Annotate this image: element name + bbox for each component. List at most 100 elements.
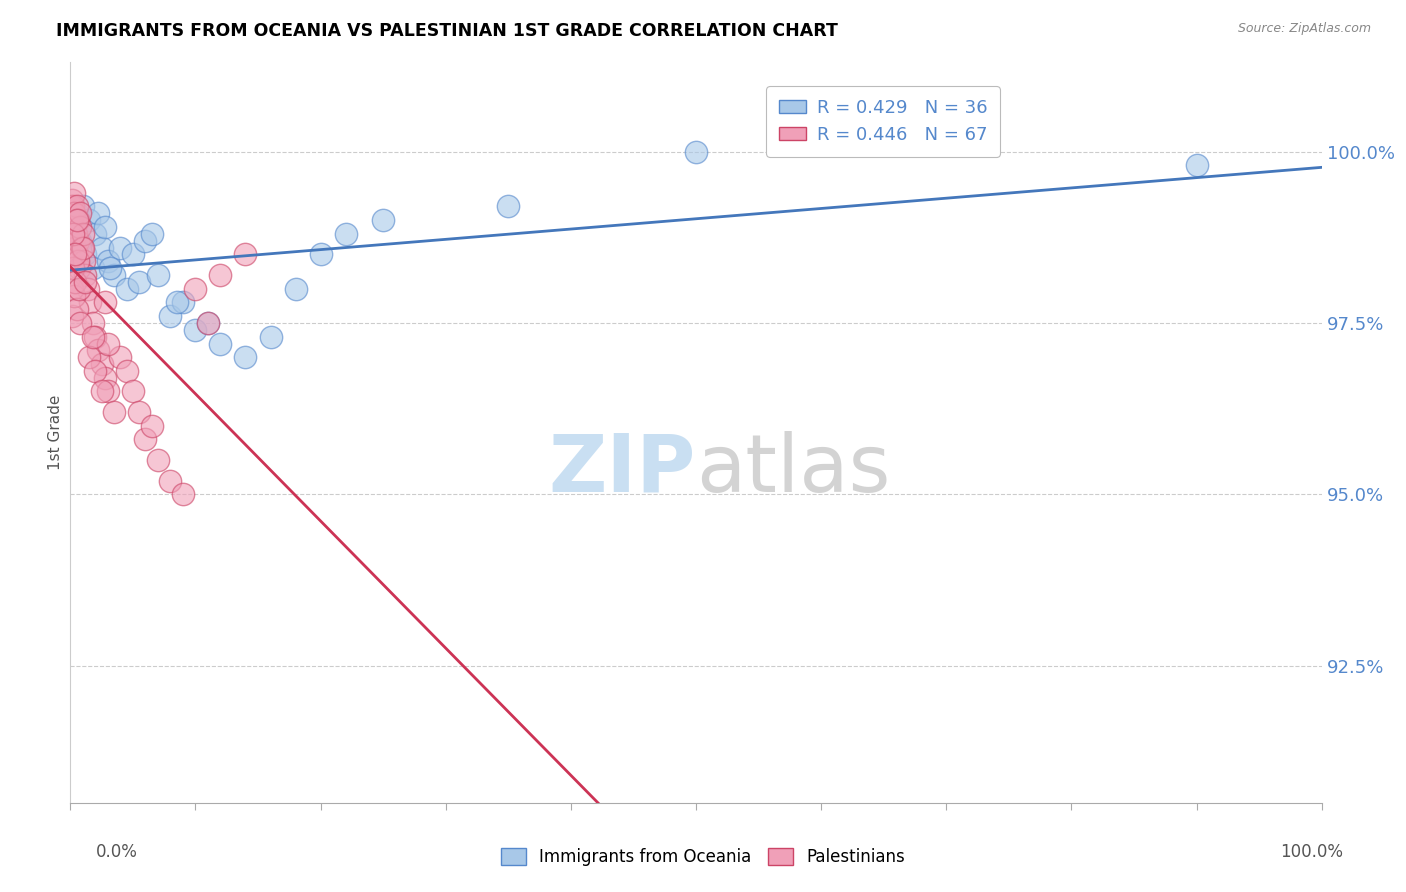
- Point: [65, 206, 87, 220]
- Point: [166, 295, 188, 310]
- Point: [70, 241, 93, 255]
- Point: [60, 234, 83, 248]
- Text: Source: ZipAtlas.com: Source: ZipAtlas.com: [1237, 22, 1371, 36]
- Point: [209, 336, 232, 351]
- Point: [65, 199, 87, 213]
- Point: [63, 206, 86, 220]
- Point: [67, 234, 90, 248]
- Point: [685, 145, 707, 159]
- Text: 0.0%: 0.0%: [96, 843, 138, 861]
- Point: [94, 295, 117, 310]
- Point: [69, 219, 91, 234]
- Point: [63, 288, 86, 302]
- Text: atlas: atlas: [696, 431, 890, 508]
- Point: [72, 241, 94, 255]
- Point: [97, 254, 120, 268]
- Point: [259, 329, 281, 343]
- Point: [172, 487, 194, 501]
- Point: [67, 261, 90, 276]
- Point: [77, 213, 100, 227]
- Point: [73, 254, 96, 268]
- Point: [94, 371, 117, 385]
- Point: [65, 302, 87, 317]
- Point: [65, 213, 87, 227]
- Point: [62, 261, 84, 276]
- Point: [66, 247, 89, 261]
- Point: [76, 282, 98, 296]
- Point: [98, 261, 121, 276]
- Y-axis label: 1st Grade: 1st Grade: [48, 395, 63, 470]
- Point: [67, 282, 90, 296]
- Point: [309, 247, 332, 261]
- Point: [110, 350, 132, 364]
- Point: [146, 453, 169, 467]
- Point: [235, 247, 257, 261]
- Point: [110, 241, 132, 255]
- Point: [60, 309, 83, 323]
- Point: [90, 357, 112, 371]
- Point: [97, 384, 120, 399]
- Point: [197, 316, 219, 330]
- Point: [87, 206, 110, 220]
- Point: [115, 364, 138, 378]
- Point: [371, 213, 394, 227]
- Point: [141, 418, 163, 433]
- Legend: R = 0.429   N = 36, R = 0.446   N = 67: R = 0.429 N = 36, R = 0.446 N = 67: [766, 87, 1000, 157]
- Legend: Immigrants from Oceania, Palestinians: Immigrants from Oceania, Palestinians: [492, 840, 914, 875]
- Point: [97, 336, 120, 351]
- Point: [84, 227, 107, 241]
- Point: [115, 282, 138, 296]
- Point: [62, 206, 84, 220]
- Point: [59, 199, 82, 213]
- Point: [62, 247, 84, 261]
- Point: [60, 282, 83, 296]
- Point: [79, 295, 101, 310]
- Point: [128, 405, 150, 419]
- Point: [103, 268, 125, 282]
- Point: [65, 275, 87, 289]
- Text: 100.0%: 100.0%: [1279, 843, 1343, 861]
- Point: [209, 268, 232, 282]
- Point: [77, 350, 100, 364]
- Point: [69, 234, 91, 248]
- Point: [1185, 158, 1208, 172]
- Point: [62, 199, 84, 213]
- Point: [62, 227, 84, 241]
- Point: [84, 329, 107, 343]
- Point: [90, 241, 112, 255]
- Point: [72, 199, 94, 213]
- Point: [134, 433, 156, 447]
- Point: [75, 275, 97, 289]
- Point: [60, 213, 83, 227]
- Point: [84, 364, 107, 378]
- Point: [82, 261, 104, 276]
- Point: [121, 247, 145, 261]
- Point: [90, 384, 112, 399]
- Point: [63, 213, 86, 227]
- Point: [172, 295, 194, 310]
- Point: [62, 186, 84, 200]
- Point: [335, 227, 357, 241]
- Point: [121, 384, 145, 399]
- Point: [75, 268, 97, 282]
- Point: [498, 199, 520, 213]
- Point: [69, 316, 91, 330]
- Point: [72, 227, 94, 241]
- Point: [82, 316, 104, 330]
- Point: [184, 282, 207, 296]
- Point: [66, 254, 89, 268]
- Point: [134, 234, 156, 248]
- Point: [159, 309, 181, 323]
- Point: [94, 219, 117, 234]
- Point: [62, 219, 84, 234]
- Point: [197, 316, 219, 330]
- Point: [284, 282, 307, 296]
- Point: [87, 343, 110, 358]
- Point: [65, 227, 87, 241]
- Point: [141, 227, 163, 241]
- Point: [82, 329, 104, 343]
- Point: [184, 323, 207, 337]
- Point: [235, 350, 257, 364]
- Point: [63, 247, 86, 261]
- Point: [146, 268, 169, 282]
